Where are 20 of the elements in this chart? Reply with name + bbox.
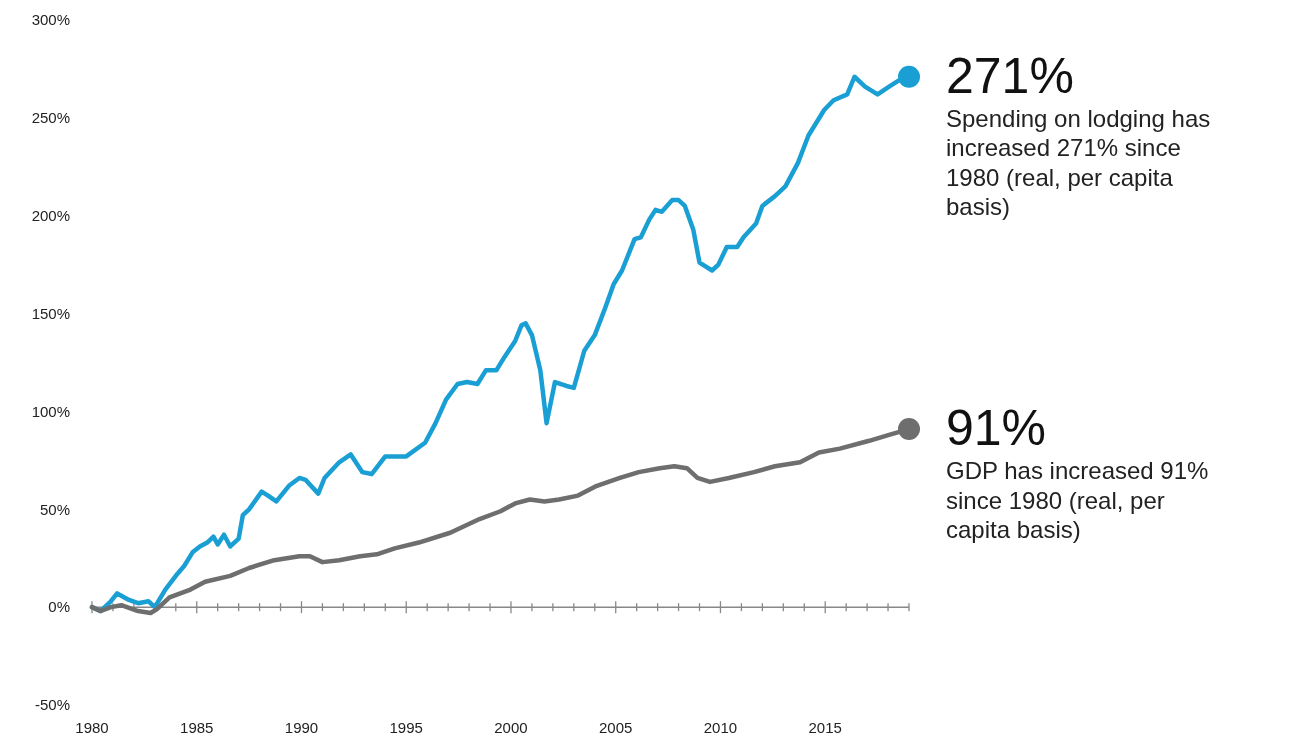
- annotation: 271%: [946, 47, 1074, 104]
- y-tick-label: 250%: [31, 109, 70, 127]
- y-tick-label: 0%: [48, 598, 70, 616]
- y-tick-label: 200%: [31, 206, 70, 224]
- y-tick-label: -50%: [34, 696, 70, 714]
- x-tick-label: 2000: [494, 719, 528, 736]
- text: Spending on lodging has increased 271% since 1980 (real, per capita basis): [946, 104, 1211, 221]
- annotation: 91%: [946, 400, 1047, 457]
- x-tick-label: 1995: [389, 719, 423, 736]
- x-tick-label: 1980: [75, 719, 109, 736]
- y-tick-label: 300%: [31, 11, 70, 29]
- text: GDP has increased 91% since 1980 (real, per capita basis): [946, 457, 1209, 544]
- y-tick-label: 100%: [31, 402, 70, 420]
- x-tick-label: 2015: [808, 719, 842, 736]
- x-tick-label: 1990: [284, 719, 319, 736]
- y-tick-label: 50%: [39, 500, 70, 518]
- x-tick-label: 2010: [703, 719, 738, 736]
- x-tick-label: 1985: [180, 719, 214, 736]
- y-tick-label: 150%: [31, 304, 70, 322]
- x-tick-label: 2005: [599, 719, 633, 736]
